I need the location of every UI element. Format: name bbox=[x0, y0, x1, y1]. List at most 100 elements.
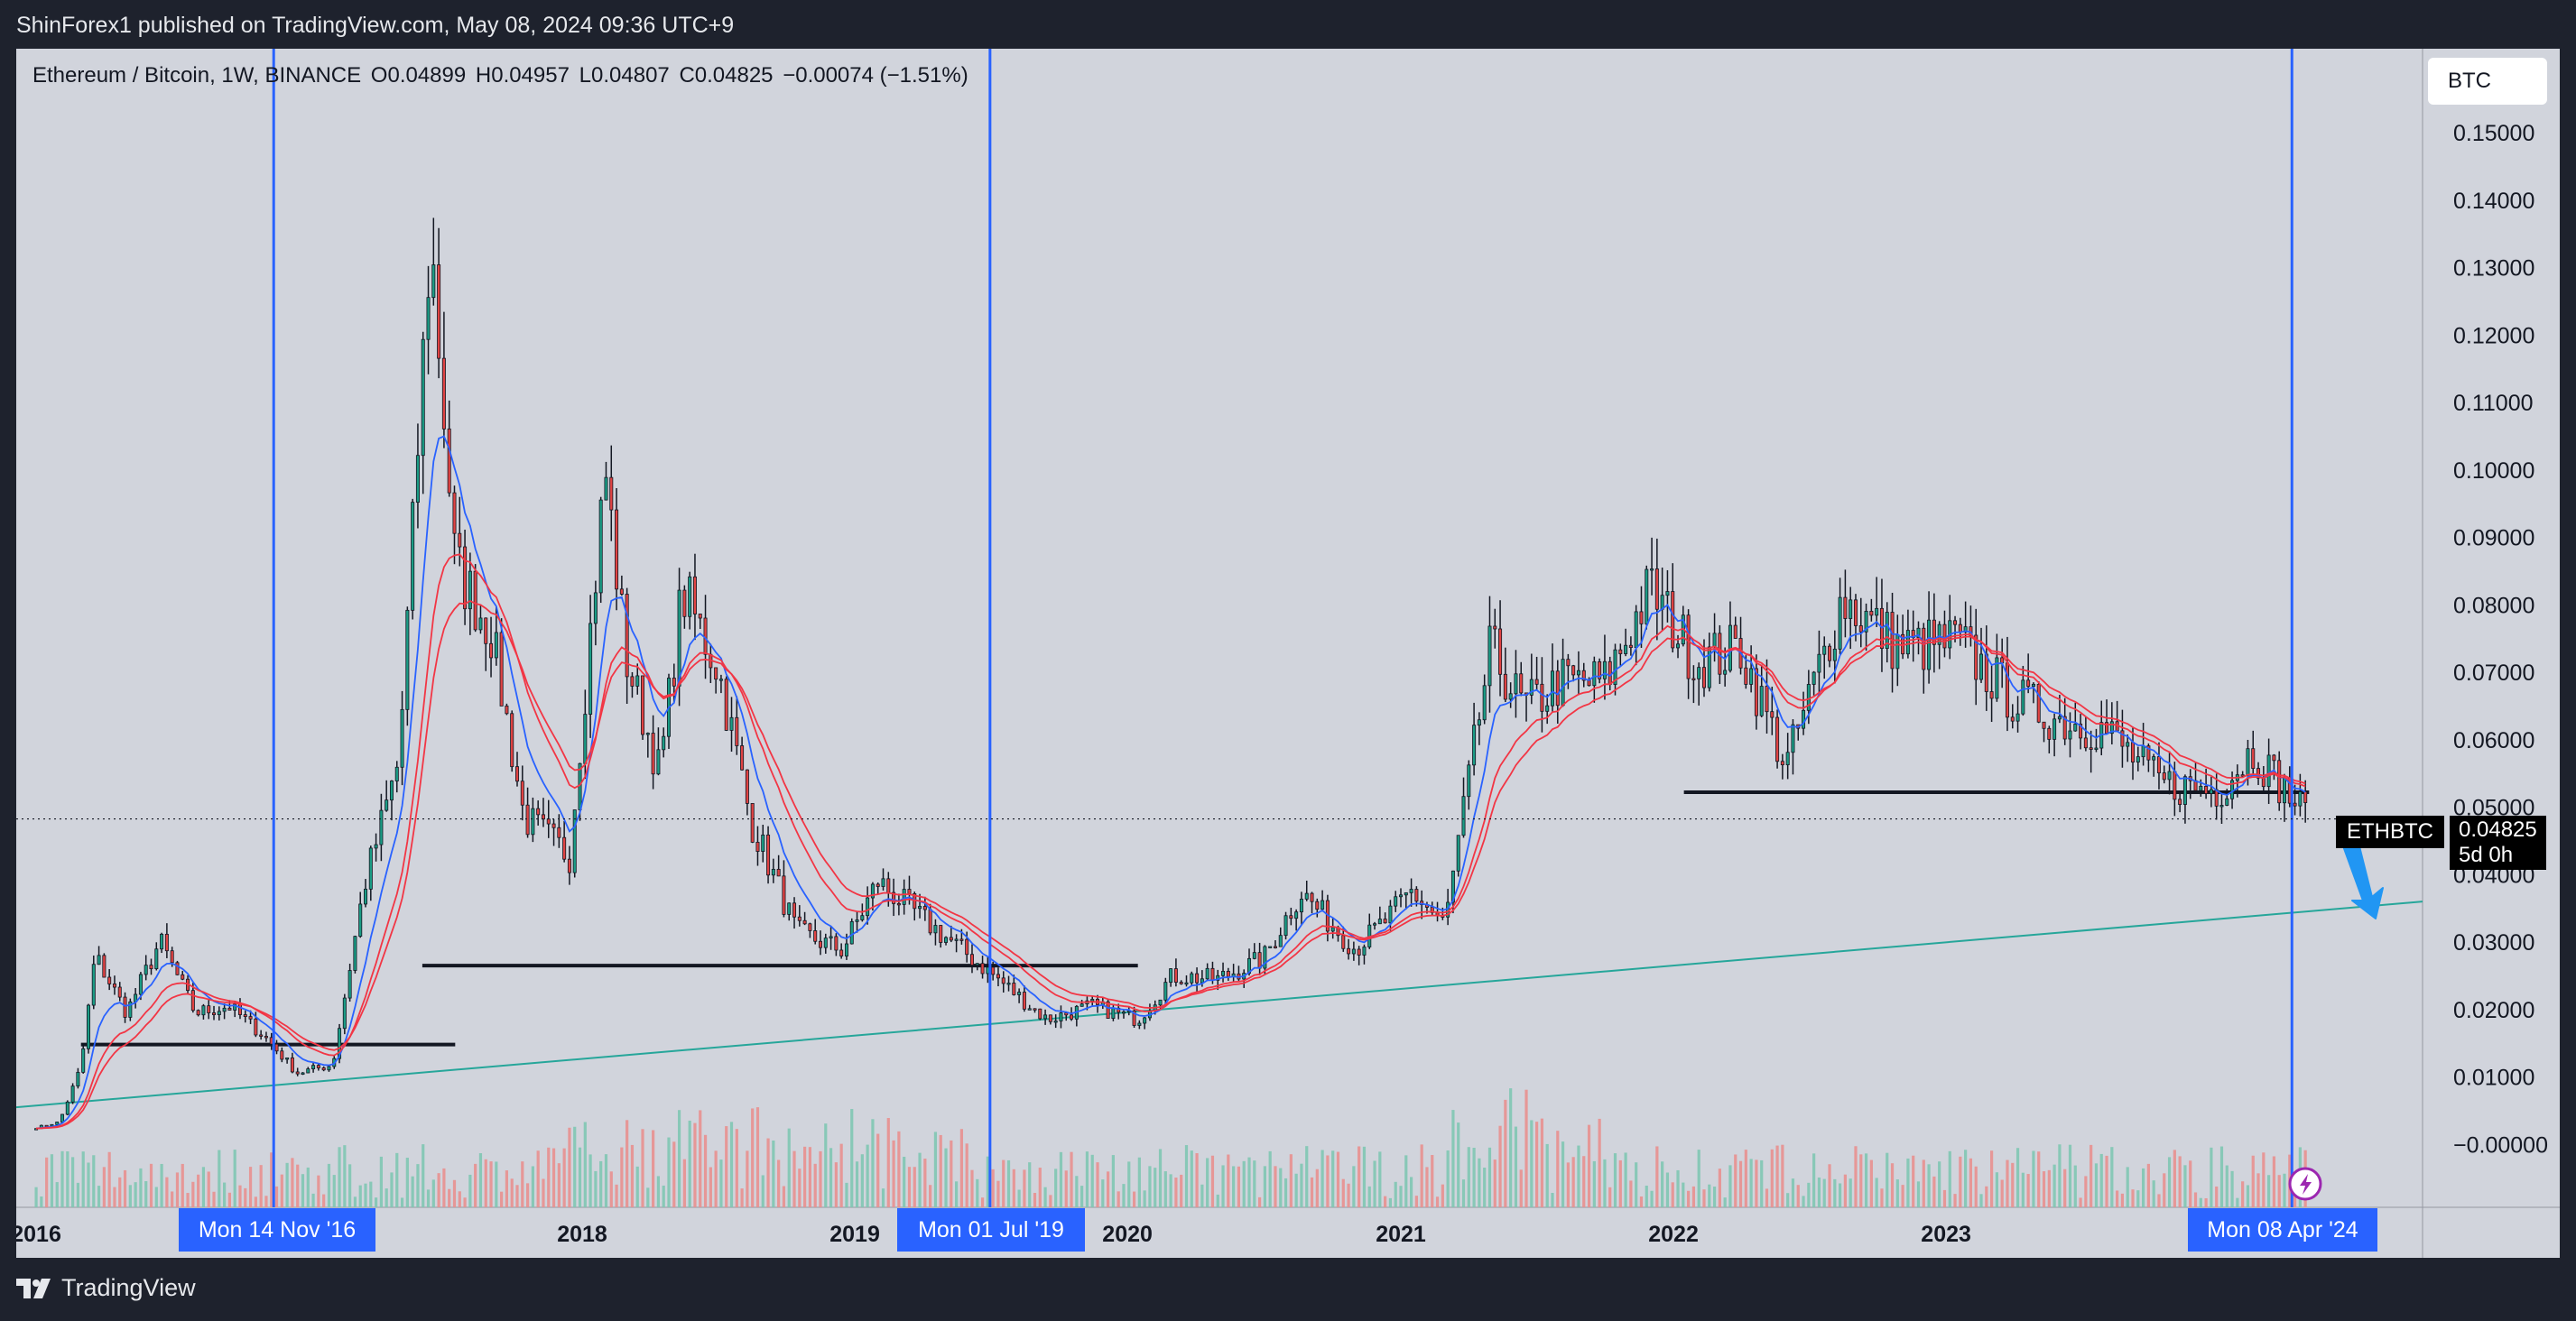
price-tick-label: −0.00000 bbox=[2453, 1132, 2548, 1158]
candle-body bbox=[248, 1016, 253, 1020]
candle-body bbox=[1012, 983, 1016, 995]
time-tick-label: 2016 bbox=[16, 1222, 61, 1247]
candle-body bbox=[698, 614, 702, 619]
candle-body bbox=[2256, 768, 2261, 779]
volume-bar bbox=[1953, 1194, 1957, 1207]
volume-bar bbox=[719, 1159, 723, 1207]
volume-bar bbox=[1257, 1196, 1262, 1207]
volume-bar bbox=[500, 1191, 504, 1207]
candle-body bbox=[1963, 626, 1968, 633]
time-tick-label: 2023 bbox=[1921, 1222, 1971, 1247]
volume-bar bbox=[452, 1179, 457, 1207]
volume-bar bbox=[766, 1138, 770, 1207]
candle-body bbox=[1707, 646, 1711, 688]
candle-body bbox=[452, 492, 457, 534]
volume-bar bbox=[1755, 1159, 1758, 1207]
candle-body bbox=[996, 974, 1000, 979]
publisher-header: ShinForex1 published on TradingView.com,… bbox=[0, 0, 2576, 49]
candle-body bbox=[1953, 620, 1958, 625]
candle-body bbox=[1383, 919, 1387, 924]
candle-body bbox=[1958, 624, 1962, 633]
candle-body bbox=[1226, 971, 1230, 977]
candle-body bbox=[2026, 679, 2031, 688]
volume-bar bbox=[996, 1180, 1000, 1207]
candle-body bbox=[1404, 891, 1408, 896]
volume-bar bbox=[1347, 1183, 1350, 1207]
volume-bar bbox=[1070, 1151, 1073, 1207]
candle-body bbox=[1545, 705, 1550, 712]
candle-body bbox=[70, 1085, 75, 1103]
candle-body bbox=[1566, 659, 1571, 667]
candle-body bbox=[1064, 1012, 1069, 1016]
candle-body bbox=[1974, 634, 1978, 680]
currency-button[interactable]: BTC bbox=[2428, 58, 2547, 105]
volume-bar bbox=[1409, 1177, 1413, 1207]
candle-body bbox=[1137, 1022, 1142, 1026]
candle-body bbox=[886, 878, 891, 893]
volume-bar bbox=[2052, 1164, 2056, 1207]
volume-bar bbox=[364, 1183, 367, 1207]
volume-bar bbox=[667, 1137, 671, 1207]
chart-panel[interactable]: 0.15000 0.14000 0.13000 0.12000 0.11000 0.100… bbox=[16, 49, 2560, 1258]
candle-body bbox=[813, 930, 818, 942]
candle-body bbox=[1033, 1008, 1037, 1011]
candle-body bbox=[2277, 760, 2282, 804]
tradingview-brand[interactable]: TradingView bbox=[16, 1274, 196, 1302]
volume-bar bbox=[1206, 1158, 1209, 1207]
volume-bar bbox=[2210, 1147, 2213, 1207]
volume-bar bbox=[1530, 1120, 1534, 1207]
volume-bar bbox=[845, 1182, 848, 1207]
candle-body bbox=[939, 925, 943, 943]
volume-bar bbox=[1839, 1183, 1842, 1207]
volume-bar bbox=[929, 1185, 932, 1207]
volume-bar bbox=[1420, 1144, 1423, 1207]
volume-bar bbox=[1828, 1164, 1831, 1207]
candle-body bbox=[1482, 685, 1487, 721]
volume-bar bbox=[2256, 1173, 2260, 1207]
volume-bar bbox=[1989, 1150, 1994, 1207]
volume-bar bbox=[2225, 1165, 2229, 1207]
candle-body bbox=[2182, 776, 2187, 805]
volume-bar bbox=[2204, 1197, 2208, 1207]
candle-body bbox=[2293, 802, 2297, 807]
volume-bar bbox=[588, 1154, 592, 1207]
candle-body bbox=[181, 974, 185, 980]
volume-bar bbox=[2267, 1175, 2271, 1207]
price-tick-label: 0.10000 bbox=[2453, 458, 2534, 484]
volume-bar bbox=[2236, 1197, 2239, 1207]
candle-body bbox=[2062, 716, 2067, 740]
volume-bar bbox=[918, 1152, 922, 1207]
candle-body bbox=[1676, 643, 1681, 649]
volume-bar bbox=[1399, 1186, 1403, 1207]
candle-body bbox=[237, 1003, 242, 1015]
volume-bar bbox=[652, 1130, 655, 1207]
volume-bar bbox=[991, 1169, 995, 1207]
candle-body bbox=[918, 906, 922, 910]
candle-body bbox=[991, 966, 996, 975]
volume-bar bbox=[1812, 1153, 1816, 1207]
volume-bar bbox=[358, 1185, 362, 1207]
plot-area[interactable] bbox=[16, 49, 2423, 1207]
volume-bar bbox=[777, 1159, 781, 1207]
volume-bar bbox=[557, 1163, 561, 1207]
candle-body bbox=[1733, 624, 1737, 639]
volume-bar bbox=[2163, 1173, 2166, 1207]
volume-bar bbox=[1540, 1118, 1544, 1207]
volume-bar bbox=[353, 1196, 357, 1207]
volume-bar bbox=[2283, 1173, 2286, 1207]
candle-body bbox=[1456, 835, 1460, 872]
chart-svg[interactable]: 0.15000 0.14000 0.13000 0.12000 0.11000 0.100… bbox=[16, 49, 2560, 1258]
candle-body bbox=[505, 706, 509, 715]
candle-body bbox=[1210, 967, 1215, 981]
lightning-icon[interactable] bbox=[2288, 1167, 2322, 1201]
volume-bar bbox=[1655, 1146, 1659, 1207]
candle-body bbox=[411, 502, 415, 611]
candle-body bbox=[60, 1113, 65, 1122]
volume-bar bbox=[1310, 1177, 1314, 1207]
candle-body bbox=[2156, 756, 2161, 773]
volume-bar bbox=[1247, 1157, 1251, 1207]
volume-bar bbox=[134, 1182, 137, 1207]
last-price-label: ETHBTC 0.04825 5d 0h bbox=[2336, 816, 2546, 870]
volume-bar bbox=[1854, 1146, 1858, 1207]
volume-bar bbox=[2047, 1169, 2051, 1207]
